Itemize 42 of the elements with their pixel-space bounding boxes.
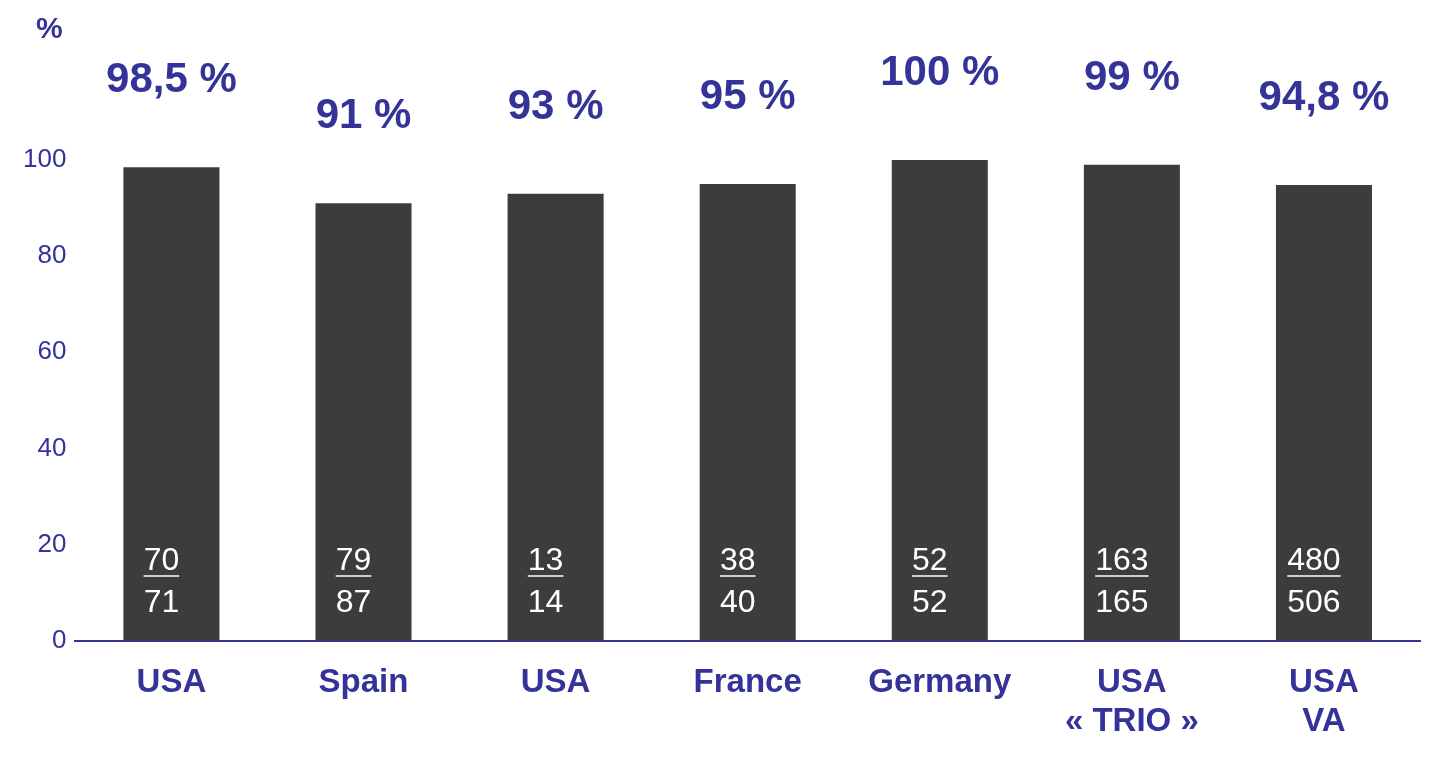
annotation: 52 xyxy=(911,582,948,619)
bar xyxy=(123,167,220,641)
x-tick-label: France xyxy=(693,661,802,699)
annotation: 480 xyxy=(1287,540,1341,577)
x-tick-label: USA xyxy=(136,661,207,699)
annotation: 163 xyxy=(1095,540,1149,577)
annotation: 38 xyxy=(719,540,756,577)
x-tick-label: Germany xyxy=(868,661,1012,699)
annotation: 13 xyxy=(527,540,564,577)
bar xyxy=(1083,164,1180,641)
annotation: 165 xyxy=(1095,582,1149,619)
annotation: 79 xyxy=(335,540,372,577)
annotation: 70 xyxy=(143,540,180,577)
annotation: 40 xyxy=(719,582,756,619)
data-label: 98,5 % xyxy=(106,54,237,102)
data-label: 95 % xyxy=(699,71,796,119)
x-tick-label: USA VA xyxy=(1289,661,1359,739)
annotation: 506 xyxy=(1287,582,1341,619)
data-label: 100 % xyxy=(880,47,1000,94)
x-tick-label: USA « TRIO » xyxy=(1064,661,1199,739)
bar xyxy=(1275,185,1372,641)
annotation: 14 xyxy=(527,582,564,619)
bar xyxy=(891,160,988,641)
y-tick-label: 80 xyxy=(37,239,67,270)
data-label: 93 % xyxy=(507,80,604,128)
y-tick-label: 60 xyxy=(37,335,67,366)
annotation: 71 xyxy=(143,582,180,619)
data-label: 91 % xyxy=(315,90,412,138)
y-tick-label: 40 xyxy=(37,431,67,462)
y-tick-label: 100 xyxy=(22,143,67,174)
y-tick-label: 20 xyxy=(37,527,67,558)
bar xyxy=(507,193,604,641)
x-tick-label: USA xyxy=(520,661,591,699)
annotation: 52 xyxy=(911,540,948,577)
x-tick-label: Spain xyxy=(318,661,409,699)
data-label: 99 % xyxy=(1084,51,1180,99)
bar xyxy=(315,203,412,641)
annotation: 87 xyxy=(335,582,372,619)
bar xyxy=(699,184,796,641)
y-axis-title: % xyxy=(36,11,63,44)
data-label: 94,8 % xyxy=(1258,72,1390,119)
y-tick-label: 0 xyxy=(51,623,67,654)
